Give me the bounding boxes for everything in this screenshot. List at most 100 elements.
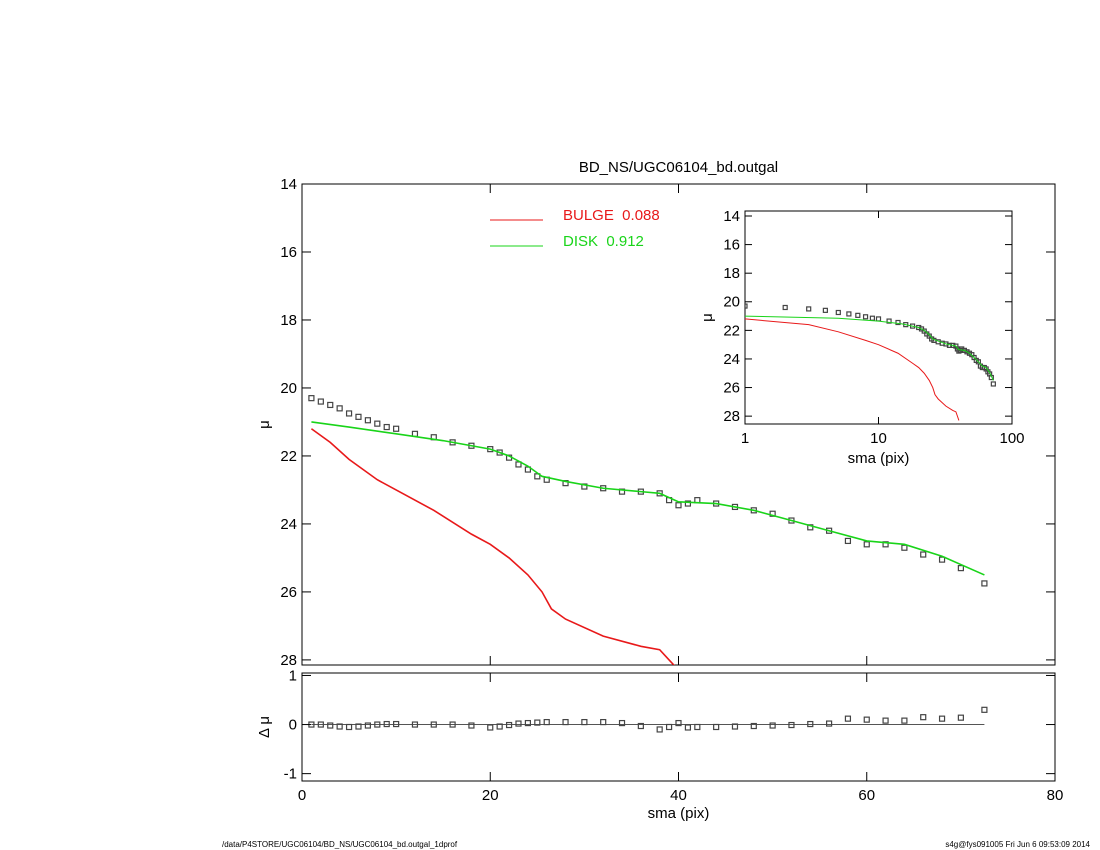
data-point: [393, 720, 400, 728]
legend-label: DISK 0.912: [563, 233, 644, 250]
data-point: [374, 721, 381, 728]
y-tick-label: 14: [723, 208, 740, 225]
data-point: [496, 723, 503, 730]
data-point: [807, 720, 814, 728]
data-point: [524, 719, 532, 727]
x-tick-label: 40: [670, 787, 687, 804]
data-point: [336, 723, 343, 730]
data-point: [886, 318, 892, 324]
data-point: [562, 718, 569, 726]
y-tick-label: 20: [280, 380, 297, 397]
data-point: [769, 722, 776, 729]
footer-stamp: s4g@fys091005 Fri Jun 6 09:53:09 2014: [945, 840, 1090, 849]
y-tick-label: 24: [280, 516, 297, 533]
data-point: [618, 488, 626, 495]
data-point: [345, 410, 353, 417]
y-tick-label: 26: [723, 380, 740, 397]
data-point: [713, 723, 720, 731]
y-axis-label: Δ μ: [256, 716, 273, 738]
data-point: [684, 724, 692, 731]
y-tick-label: 0: [289, 717, 297, 734]
data-point: [383, 720, 390, 728]
data-point: [383, 423, 390, 431]
data-point: [355, 413, 362, 420]
data-point: [505, 721, 513, 729]
y-tick-label: 18: [280, 312, 297, 329]
x-tick-label: 80: [1047, 787, 1064, 804]
data-point: [308, 395, 315, 402]
model-line: [745, 318, 960, 421]
plot-area: [301, 672, 1056, 782]
data-point: [825, 720, 833, 727]
data-point: [920, 551, 927, 558]
y-tick-label: 14: [280, 176, 297, 193]
data-point: [496, 449, 503, 456]
data-point: [806, 306, 812, 312]
y-tick-label: 26: [280, 584, 297, 601]
y-tick-label: 28: [280, 652, 297, 669]
data-point: [938, 715, 946, 722]
y-tick-label: 16: [723, 237, 740, 254]
y-tick-label: -1: [284, 766, 297, 783]
y-tick-label: 20: [723, 294, 740, 311]
data-point: [920, 714, 927, 721]
data-point: [637, 722, 644, 730]
y-tick-label: 18: [723, 265, 740, 282]
data-point: [882, 717, 889, 724]
data-point: [901, 544, 908, 551]
data-point: [782, 304, 788, 311]
x-tick-label: 60: [858, 787, 875, 804]
y-tick-label: 24: [723, 351, 740, 368]
data-point: [788, 721, 795, 729]
plot-content: [308, 706, 988, 733]
data-point: [981, 706, 988, 713]
data-point: [990, 381, 996, 387]
data-point: [846, 311, 852, 317]
data-point: [675, 502, 682, 509]
model-line: [310, 428, 675, 665]
data-point: [895, 319, 901, 326]
y-tick-label: 28: [723, 408, 740, 425]
data-point: [364, 722, 371, 729]
x-tick-label: 20: [482, 787, 499, 804]
x-axis-label: sma (pix): [648, 805, 710, 822]
data-point: [665, 723, 673, 731]
data-point: [355, 723, 362, 730]
x-tick-label: 1: [741, 430, 749, 447]
data-point: [750, 722, 757, 730]
data-point: [534, 719, 541, 726]
model-line: [311, 421, 985, 576]
data-point: [981, 580, 988, 587]
y-tick-label: 1: [289, 667, 297, 684]
data-point: [336, 405, 343, 412]
data-point: [675, 719, 682, 727]
data-point: [822, 307, 828, 313]
y-axis-label: μ: [256, 420, 273, 429]
data-point: [449, 721, 456, 728]
y-axis-label: μ: [699, 313, 716, 322]
data-point: [468, 722, 475, 729]
data-point: [600, 718, 607, 726]
data-point: [515, 720, 522, 727]
data-point: [745, 303, 748, 309]
x-tick-label: 10: [870, 430, 887, 447]
data-point: [957, 714, 964, 721]
data-point: [855, 312, 861, 318]
data-point: [957, 565, 964, 572]
plot-content: [308, 395, 988, 665]
data-point: [543, 718, 550, 726]
data-point: [317, 721, 324, 728]
data-point: [487, 724, 494, 731]
data-point: [581, 718, 588, 726]
data-point: [374, 420, 381, 427]
data-point: [411, 721, 419, 728]
data-point: [694, 723, 701, 731]
y-tick-label: 16: [280, 244, 297, 261]
data-point: [844, 715, 852, 722]
data-point: [731, 723, 739, 730]
data-point: [327, 722, 334, 729]
model-line: [745, 315, 994, 381]
data-point: [901, 717, 908, 724]
data-point: [430, 721, 437, 728]
